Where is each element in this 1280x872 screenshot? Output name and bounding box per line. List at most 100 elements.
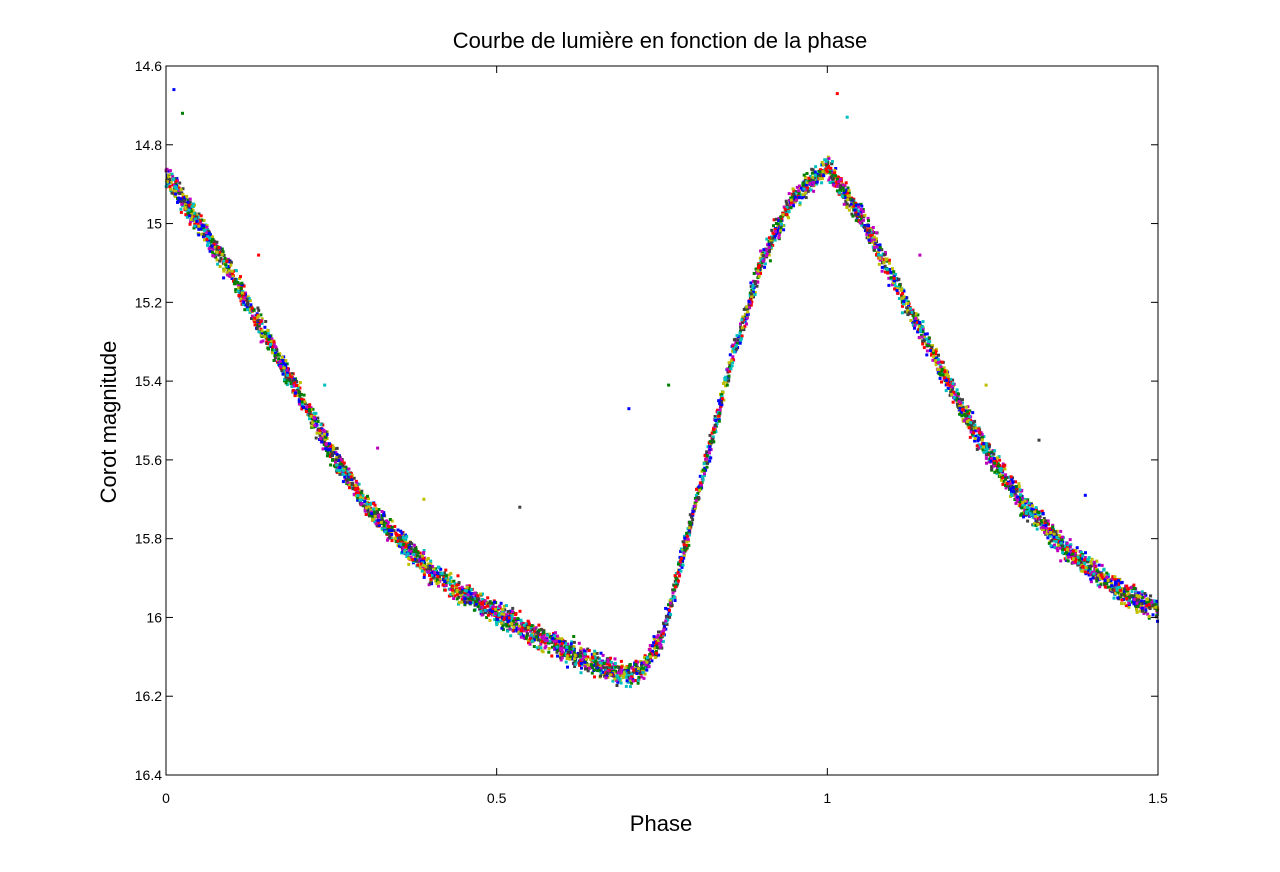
data-point [557, 640, 561, 643]
data-point [974, 434, 978, 438]
data-point [953, 392, 957, 396]
data-point [246, 295, 250, 299]
data-point [685, 546, 689, 550]
data-point [1004, 477, 1008, 481]
data-point [246, 302, 249, 306]
data-point [468, 601, 472, 605]
data-point [439, 567, 443, 571]
data-point [428, 581, 432, 585]
data-point [542, 629, 546, 633]
data-point [1068, 538, 1072, 542]
data-point [277, 357, 281, 361]
data-point [1089, 577, 1093, 581]
data-point [655, 643, 659, 646]
data-point [589, 663, 593, 667]
data-point [712, 430, 716, 434]
data-point [936, 368, 940, 371]
data-point [967, 411, 970, 415]
data-point [797, 189, 801, 193]
data-point [894, 272, 898, 276]
data-point [303, 400, 307, 404]
data-point [1073, 560, 1077, 563]
data-point [207, 247, 211, 251]
data-point [390, 532, 394, 536]
data-point [672, 595, 676, 599]
data-point [917, 336, 921, 339]
data-point [382, 524, 386, 527]
data-point [462, 595, 465, 599]
data-point [1142, 606, 1146, 610]
data-point [751, 290, 755, 294]
data-point [185, 194, 189, 198]
data-point [907, 311, 911, 315]
data-point [409, 555, 413, 559]
data-point [854, 210, 858, 214]
data-point [854, 218, 858, 222]
data-point [467, 587, 471, 591]
data-point [785, 212, 789, 216]
data-point [1140, 599, 1144, 603]
data-point [1097, 563, 1101, 567]
data-point [1035, 519, 1039, 523]
data-point [564, 660, 568, 664]
data-point [586, 663, 590, 667]
data-point [438, 578, 442, 582]
data-point [360, 489, 364, 493]
data-point [308, 417, 311, 421]
data-point [649, 655, 653, 659]
data-point [1089, 580, 1093, 584]
data-point [461, 587, 464, 591]
data-point [296, 386, 300, 390]
data-point [273, 349, 277, 352]
data-point [583, 652, 587, 656]
data-point [327, 442, 331, 446]
data-point [1000, 466, 1004, 470]
data-point [852, 204, 856, 208]
data-point [1039, 519, 1043, 523]
data-point [1142, 595, 1146, 599]
data-point [946, 383, 950, 387]
data-point [1095, 579, 1099, 583]
data-point [411, 558, 415, 562]
data-point [1045, 531, 1049, 535]
data-point [735, 347, 739, 351]
data-point [605, 673, 609, 677]
data-point [346, 475, 350, 479]
data-point [643, 656, 646, 659]
data-point [215, 250, 219, 254]
data-point [437, 565, 440, 569]
data-point [577, 661, 581, 665]
data-point [840, 194, 844, 198]
data-point [772, 224, 775, 228]
data-point [528, 629, 532, 633]
data-point [510, 610, 514, 614]
data-point [315, 431, 319, 435]
data-point [875, 243, 879, 247]
data-point [974, 429, 977, 433]
data-point [704, 457, 707, 461]
data-point [1066, 547, 1070, 551]
data-point [978, 431, 982, 435]
data-point [810, 167, 814, 171]
data-point [961, 408, 965, 411]
data-point [673, 574, 677, 578]
data-point [842, 202, 846, 206]
data-point [257, 330, 261, 334]
data-point [1037, 512, 1040, 516]
data-point [1026, 519, 1030, 523]
data-point [713, 417, 717, 421]
data-point [634, 679, 638, 682]
data-point [973, 437, 977, 440]
data-point [1089, 573, 1093, 576]
data-point [444, 581, 448, 585]
data-point [619, 671, 623, 675]
data-point [224, 263, 228, 267]
data-point [848, 204, 852, 208]
data-point [548, 639, 552, 643]
data-point [628, 678, 632, 682]
data-point [471, 592, 475, 596]
data-point [904, 296, 908, 300]
data-point [353, 488, 357, 492]
data-point [1122, 592, 1126, 596]
data-point [580, 666, 583, 670]
